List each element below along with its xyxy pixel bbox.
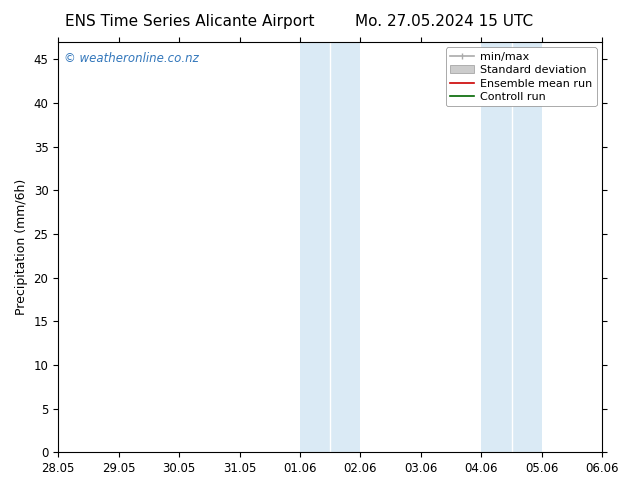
Y-axis label: Precipitation (mm/6h): Precipitation (mm/6h) — [15, 179, 28, 315]
Bar — [330, 42, 361, 452]
Bar — [481, 42, 512, 452]
Text: ENS Time Series Alicante Airport: ENS Time Series Alicante Airport — [65, 14, 315, 29]
Bar — [512, 42, 542, 452]
Text: Mo. 27.05.2024 15 UTC: Mo. 27.05.2024 15 UTC — [355, 14, 533, 29]
Bar — [300, 42, 330, 452]
Legend: min/max, Standard deviation, Ensemble mean run, Controll run: min/max, Standard deviation, Ensemble me… — [446, 48, 597, 106]
Text: © weatheronline.co.nz: © weatheronline.co.nz — [63, 52, 198, 65]
